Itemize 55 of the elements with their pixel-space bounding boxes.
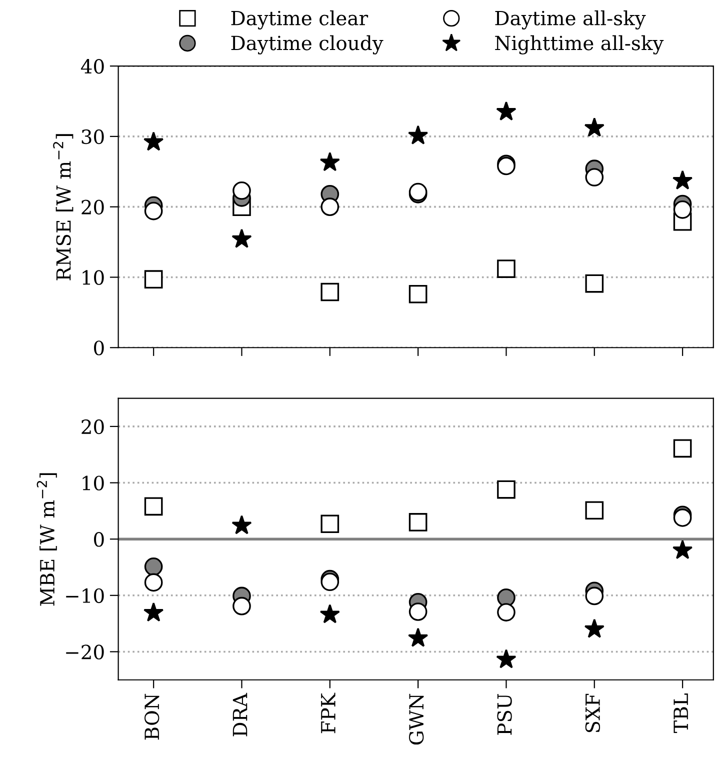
y-tick-label: 10 xyxy=(82,476,104,490)
point xyxy=(496,101,516,120)
x-tick-label: TBL xyxy=(674,694,688,734)
point xyxy=(673,508,692,527)
point xyxy=(232,515,252,534)
y-tick-label: 40 xyxy=(80,59,104,74)
point xyxy=(143,602,164,622)
point xyxy=(496,649,516,668)
y-tick-label: 0 xyxy=(94,340,104,356)
y-axis-title: MBE [W m$^{−2}$] xyxy=(36,473,57,606)
x-tick-label: GWN xyxy=(409,694,424,745)
x-tick-label: FPK xyxy=(321,692,336,734)
y-tick-label: −10 xyxy=(66,588,104,604)
y-tick-label: 20 xyxy=(82,200,104,214)
point xyxy=(585,168,604,186)
point xyxy=(672,540,693,560)
legend-label: Daytime clear xyxy=(231,10,368,30)
point xyxy=(673,200,692,219)
point xyxy=(144,558,163,576)
point xyxy=(497,480,516,499)
legend-label: Daytime all-sky xyxy=(495,10,646,30)
y-axis-title: RMSE [W m$^{−2}$] xyxy=(53,134,74,280)
y-tick-label: 10 xyxy=(82,270,104,285)
point xyxy=(408,182,428,202)
point xyxy=(672,170,693,190)
point xyxy=(144,202,163,220)
point xyxy=(320,604,340,624)
point xyxy=(320,572,340,592)
point xyxy=(497,588,516,607)
point xyxy=(584,117,604,137)
point xyxy=(232,181,251,200)
point xyxy=(232,228,252,248)
point xyxy=(143,132,164,151)
y-tick-label: −20 xyxy=(66,644,104,660)
point xyxy=(320,198,340,216)
x-tick-label: PSU xyxy=(497,694,512,735)
point xyxy=(585,274,604,293)
point xyxy=(584,618,604,638)
point xyxy=(673,439,692,458)
point xyxy=(408,125,428,144)
y-tick-label: 20 xyxy=(82,419,104,434)
legend-label: Nighttime all-sky xyxy=(495,35,664,54)
point xyxy=(232,596,251,616)
x-tick-label: BON xyxy=(144,694,160,740)
x-tick-label: DRA xyxy=(232,692,248,736)
point xyxy=(144,497,163,516)
point xyxy=(144,270,163,289)
y-tick-label: 30 xyxy=(82,129,104,144)
x-tick-label: SXF xyxy=(585,694,600,732)
point xyxy=(585,586,604,606)
legend-label: Daytime cloudy xyxy=(231,35,384,54)
point xyxy=(408,602,428,621)
point xyxy=(320,152,340,172)
y-tick-label: 0 xyxy=(94,532,104,547)
point xyxy=(408,628,428,647)
